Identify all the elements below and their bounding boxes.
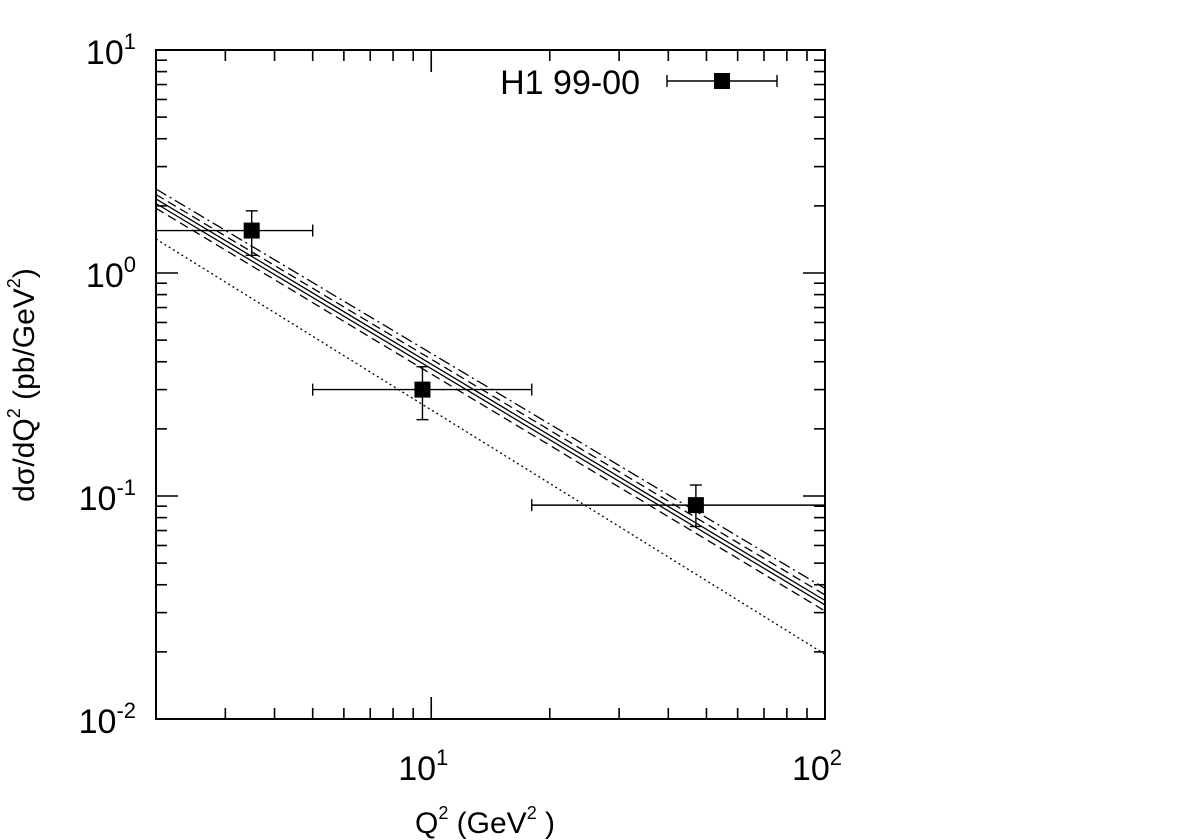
curve-dotted bbox=[155, 238, 826, 655]
curve-solid bbox=[155, 202, 826, 606]
theory-curves bbox=[155, 188, 826, 655]
legend-square-marker bbox=[714, 73, 730, 89]
y-tick-label: 100 bbox=[86, 252, 136, 295]
tick-labels: 101 102 10-2 10-1 100 101 bbox=[79, 29, 842, 788]
x-tick-label: 102 bbox=[792, 745, 842, 788]
plot-frame bbox=[155, 49, 826, 720]
curve-dashed bbox=[155, 207, 826, 612]
square-marker bbox=[243, 222, 260, 239]
x-axis-title: Q2 (GeV2 ) bbox=[415, 803, 555, 840]
curve-solid bbox=[155, 198, 826, 602]
y-tick-label: 101 bbox=[86, 29, 136, 72]
legend-marker bbox=[666, 73, 778, 89]
square-marker bbox=[687, 497, 704, 514]
data-points bbox=[155, 210, 826, 528]
legend-label: H1 99-00 bbox=[500, 64, 640, 102]
data-point bbox=[311, 366, 533, 421]
curve-dashed bbox=[155, 193, 826, 596]
square-marker bbox=[414, 381, 431, 398]
y-tick-label: 10-2 bbox=[79, 698, 136, 741]
y-tick-label: 10-1 bbox=[79, 475, 136, 518]
x-tick-label: 101 bbox=[398, 745, 448, 788]
curve-dashdot bbox=[155, 188, 826, 589]
axis-ticks bbox=[155, 49, 826, 720]
data-point bbox=[531, 484, 826, 528]
data-point bbox=[155, 210, 314, 257]
legend: H1 99-00 bbox=[500, 64, 778, 102]
y-axis-title: dσ/dQ2 (pb/GeV2) bbox=[4, 268, 41, 502]
